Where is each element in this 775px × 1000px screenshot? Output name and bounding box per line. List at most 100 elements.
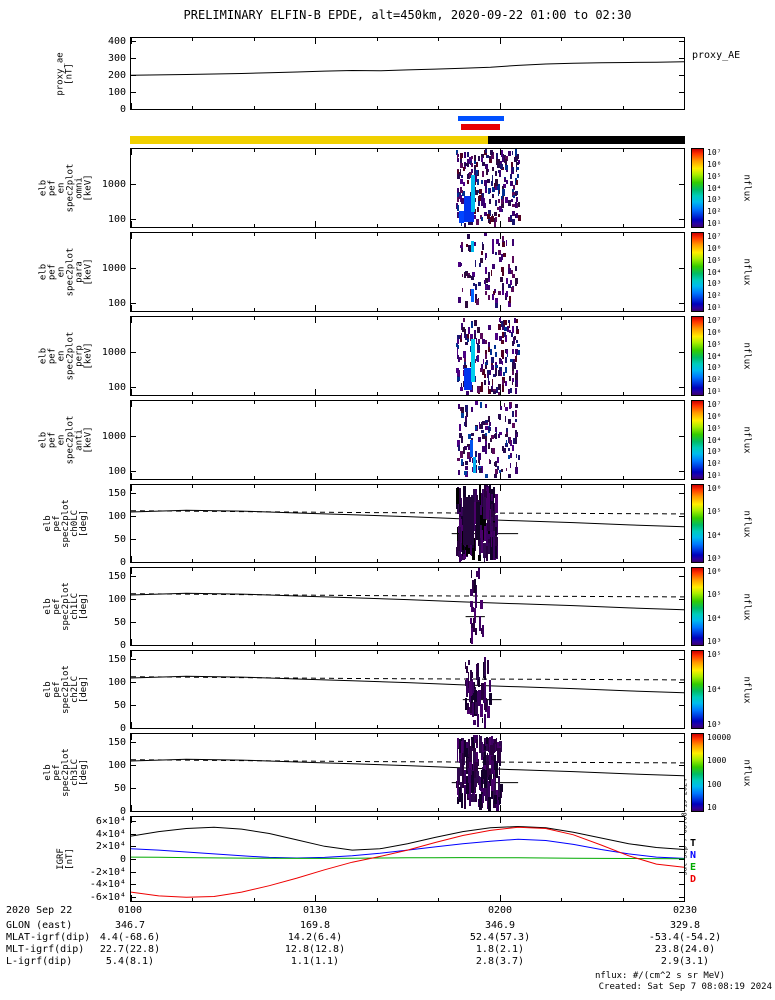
spec-mark <box>504 159 507 166</box>
spec-mark <box>515 279 517 287</box>
table-cell: 1.1(1.1) <box>290 956 340 967</box>
spec-mark <box>496 387 499 394</box>
x-tick <box>131 805 132 811</box>
spec-mark <box>497 433 501 439</box>
y-tick <box>679 387 684 389</box>
x-tick <box>253 725 255 728</box>
colorbar-title: nflux <box>740 148 754 228</box>
colorbar-title-text: nflux <box>742 258 752 286</box>
x-tick <box>315 734 317 740</box>
spec-mark <box>463 350 466 358</box>
spec-mark <box>467 327 470 335</box>
spec-mark <box>500 160 503 168</box>
spec-feature <box>470 289 474 302</box>
x-tick <box>253 106 255 109</box>
spec-mark <box>496 800 499 811</box>
x-tick <box>253 568 255 571</box>
spec-mark <box>464 222 466 227</box>
spec-mark <box>480 367 483 372</box>
spec-mark <box>494 211 498 217</box>
spec-mark <box>481 434 485 440</box>
spec-mark <box>509 174 512 179</box>
y-tick-label: 150 <box>107 571 126 583</box>
spec-mark <box>518 202 520 207</box>
spec-mark <box>487 342 491 348</box>
spec-mark <box>483 662 485 679</box>
spec-mark <box>512 423 515 428</box>
spec-mark <box>458 404 461 409</box>
x-tick <box>438 568 440 571</box>
spec-mark <box>484 362 488 366</box>
spec-mark <box>515 461 518 468</box>
spec-mark <box>480 401 482 408</box>
colorbar-tick-label: 10⁵ <box>707 255 722 265</box>
x-tick <box>253 808 255 811</box>
y-tick <box>131 705 136 707</box>
spec-mark <box>493 780 497 794</box>
colorbar-en_perp <box>691 316 704 396</box>
spec-mark <box>474 459 478 463</box>
spec-mark <box>509 296 512 303</box>
spec-feature <box>472 457 476 473</box>
x-tick <box>622 642 624 645</box>
spec-mark <box>460 163 463 168</box>
x-tick <box>438 651 440 654</box>
spec-mark <box>456 150 459 155</box>
spec-mark <box>490 149 493 156</box>
spec-mark <box>507 263 510 268</box>
y-tick <box>679 728 684 729</box>
line-E <box>131 856 684 860</box>
spec-mark <box>471 163 474 167</box>
x-tick <box>131 568 132 574</box>
spec-mark <box>505 440 508 445</box>
colorbar-tick-label: 10² <box>707 459 722 469</box>
y-tick <box>131 41 136 43</box>
spec-mark <box>515 453 518 459</box>
y-tick <box>679 846 684 848</box>
spec-mark <box>463 162 467 166</box>
spec-mark <box>504 380 508 386</box>
spec-mark <box>468 434 472 439</box>
spec-mark <box>471 579 474 594</box>
spec-mark <box>499 748 501 764</box>
spec-mark <box>493 755 497 767</box>
spec-mark <box>509 452 512 459</box>
y-tick-label: 50 <box>113 700 126 712</box>
spec-mark <box>512 203 515 208</box>
spec-mark <box>479 777 481 791</box>
spec-mark <box>498 159 501 164</box>
x-tick <box>376 106 378 109</box>
spec-mark <box>465 271 469 277</box>
spec-mark <box>463 447 465 455</box>
colorbar-tick-label: 10¹ <box>707 303 722 312</box>
spec-mark <box>466 758 470 772</box>
y-tick <box>679 41 684 43</box>
x-tick <box>622 476 624 479</box>
spec-mark <box>495 364 498 369</box>
spec-mark <box>517 159 520 164</box>
spec-mark <box>498 205 502 213</box>
y-tick-label: 0 <box>119 723 126 734</box>
spec-mark <box>492 186 496 193</box>
spec-mark <box>488 543 491 554</box>
colorbar-tick-label: 10⁴ <box>707 183 722 193</box>
spec-mark <box>456 748 459 763</box>
spec-mark <box>463 486 466 503</box>
spec-mark <box>459 179 463 184</box>
x-tick <box>499 734 501 740</box>
x-tick <box>253 817 255 820</box>
x-tick <box>315 485 317 491</box>
y-tick <box>679 897 684 899</box>
x-tick <box>561 485 563 488</box>
spec-mark <box>512 337 515 344</box>
x-tick <box>192 224 194 227</box>
x-tick <box>131 734 132 740</box>
y-tick <box>131 493 136 495</box>
spec-mark <box>497 183 501 190</box>
spec-mark <box>481 717 484 724</box>
spec-mark <box>482 518 485 540</box>
colorbar-tick-label: 10² <box>707 375 722 385</box>
colorbar-title-text: nflux <box>742 342 752 370</box>
spec-mark <box>475 571 479 578</box>
x-tick <box>253 485 255 488</box>
